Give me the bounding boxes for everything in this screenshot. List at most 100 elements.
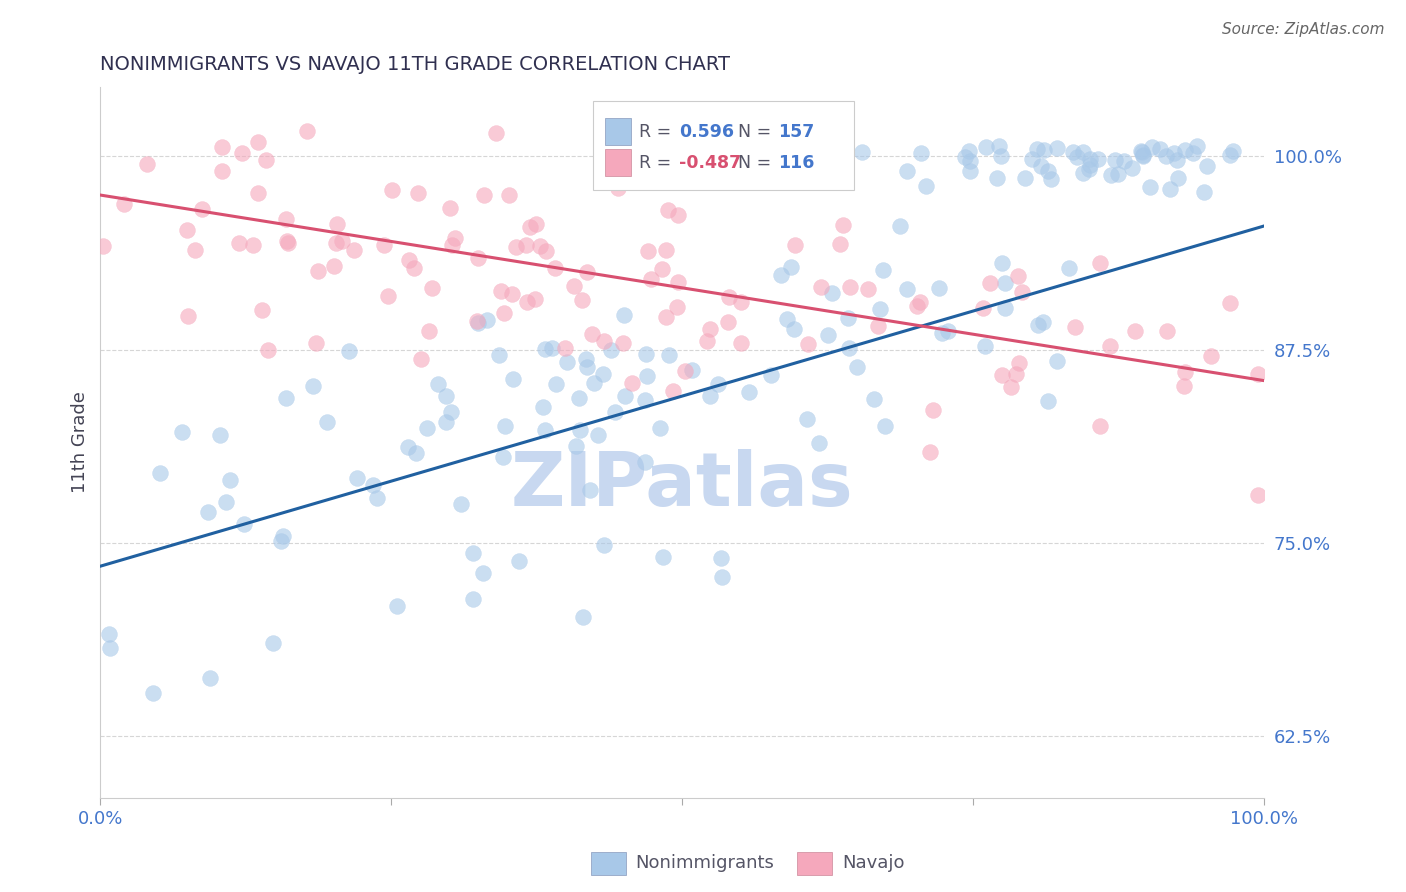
Point [488,348,510,362]
FancyBboxPatch shape [592,101,855,190]
Point [866,319,889,334]
Point [544,260,567,275]
Point [592,367,614,381]
Point [176,223,198,237]
Point [1000,380,1022,394]
Point [1139,180,1161,194]
Point [1028,318,1050,332]
Text: N =: N = [738,122,778,141]
Point [1130,145,1153,159]
Point [588,428,610,442]
Point [505,240,527,254]
Point [554,341,576,355]
Point [1021,152,1043,166]
Point [576,360,599,375]
Point [651,550,673,565]
FancyBboxPatch shape [606,118,631,145]
Point [636,368,658,383]
Point [1071,145,1094,159]
Point [228,236,250,251]
Point [91,239,114,253]
Point [98,641,121,656]
Text: 157: 157 [778,122,814,141]
Point [614,389,637,403]
Point [191,202,214,216]
Point [1112,153,1135,168]
Point [1132,148,1154,162]
Point [233,517,256,532]
Point [1247,367,1270,381]
Point [661,384,683,399]
Point [242,238,264,252]
Point [1247,488,1270,502]
Point [637,244,659,258]
Point [274,211,297,226]
Point [330,235,353,249]
Point [1008,356,1031,370]
Point [1014,170,1036,185]
Point [959,153,981,168]
Y-axis label: 11th Grade: 11th Grade [72,392,89,493]
Point [97,627,120,641]
Point [991,368,1014,382]
Point [576,265,599,279]
Point [651,261,673,276]
Point [214,495,236,509]
Point [578,483,600,497]
Text: ZIPatlas: ZIPatlas [510,449,853,522]
Point [1099,339,1122,353]
Point [297,124,319,138]
Point [440,405,463,419]
Point [838,341,860,355]
Point [1063,319,1085,334]
Point [1036,163,1059,178]
Point [979,276,1001,290]
Point [1174,143,1197,157]
Point [846,359,869,374]
Point [531,400,554,414]
Point [492,305,515,319]
Point [920,445,942,459]
Point [540,342,562,356]
Point [706,376,728,391]
Point [1154,148,1177,162]
Point [440,238,463,252]
Point [657,202,679,217]
Point [494,419,516,434]
Point [346,471,368,485]
Point [467,317,489,331]
Point [465,313,488,327]
Point [730,295,752,310]
Point [409,352,432,367]
Point [1163,145,1185,160]
Point [648,420,671,434]
Point [529,239,551,253]
Point [1159,182,1181,196]
Point [1039,172,1062,186]
Point [655,244,678,258]
Point [593,538,616,552]
Point [1199,349,1222,363]
Point [693,155,716,169]
Point [994,276,1017,290]
Point [420,280,443,294]
Text: -0.487: -0.487 [679,154,741,172]
Point [986,171,1008,186]
Point [973,339,995,353]
Point [472,566,495,581]
Point [910,295,932,310]
Point [571,293,593,307]
Point [1031,159,1053,173]
Point [533,423,555,437]
Point [905,299,928,313]
Point [710,551,733,566]
Point [533,342,555,356]
Point [889,219,911,233]
Point [837,310,859,325]
Point [1078,158,1101,172]
Point [634,393,657,408]
Point [1195,159,1218,173]
Point [1187,139,1209,153]
Point [673,364,696,378]
Point [231,146,253,161]
